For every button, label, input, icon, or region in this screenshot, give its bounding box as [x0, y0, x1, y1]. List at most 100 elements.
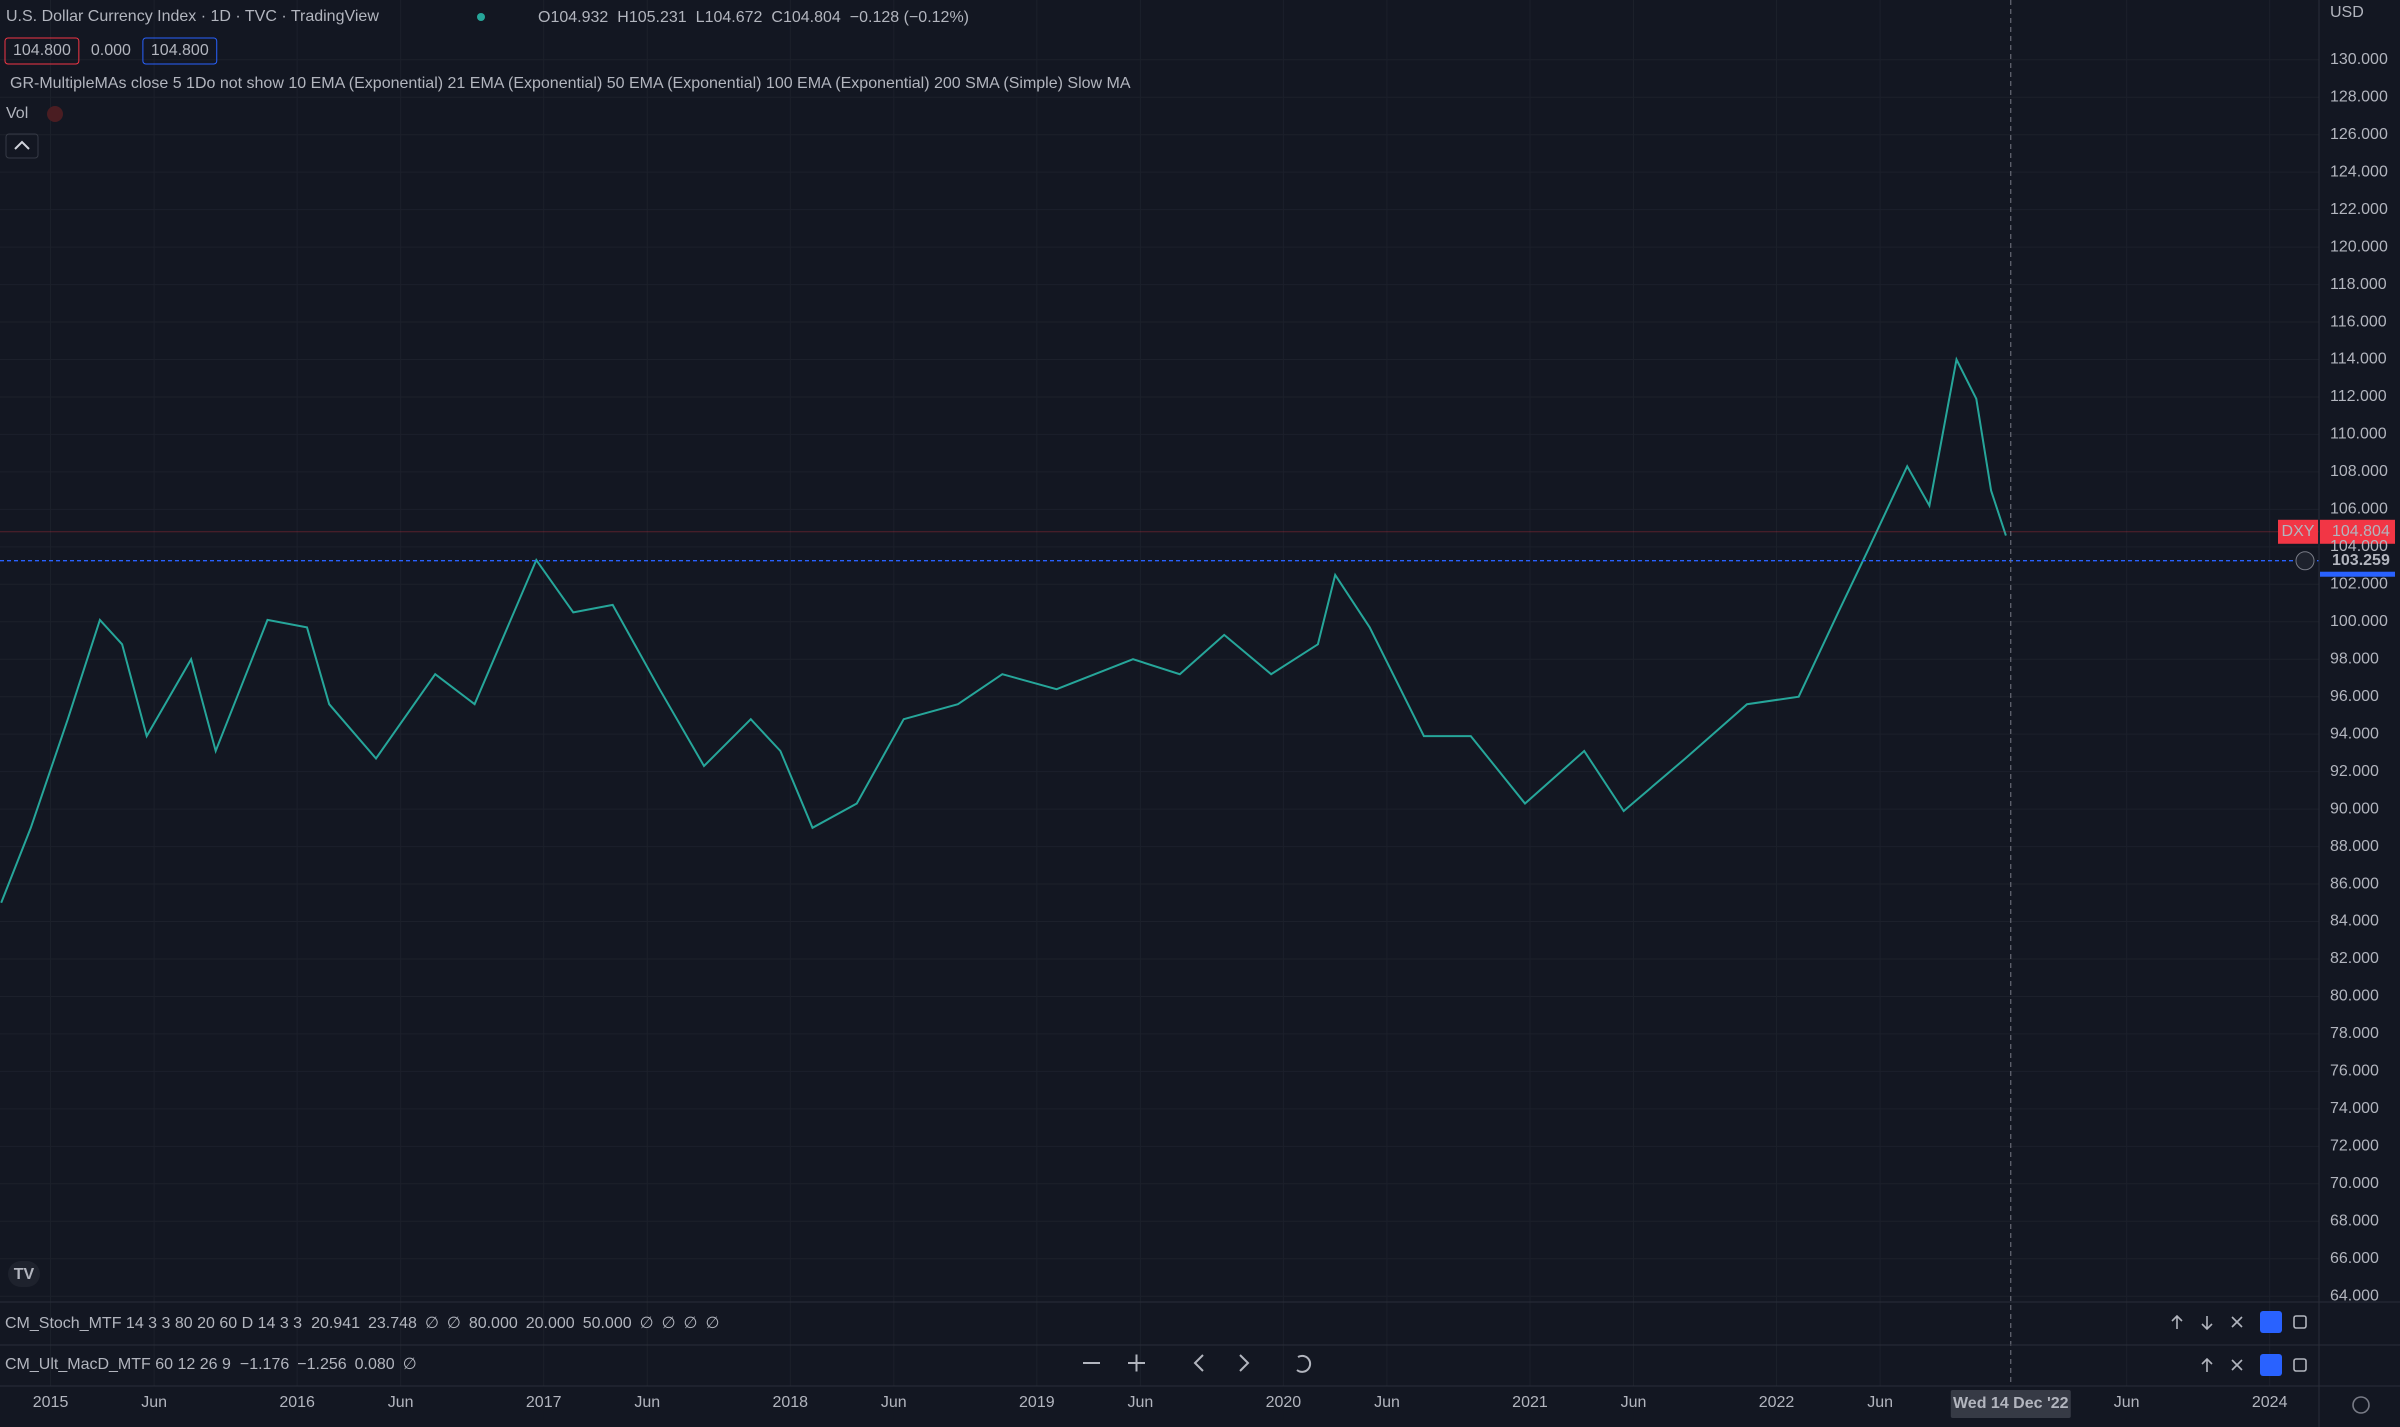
collapse-icon [14, 140, 30, 150]
y-tick-label: 78.000 [2330, 1025, 2379, 1042]
volume-warning[interactable] [47, 106, 63, 122]
move-down[interactable] [2201, 1316, 2213, 1331]
horizontal-line-label: 103.259 [2332, 552, 2390, 569]
y-tick-label: 98.000 [2330, 650, 2379, 667]
scroll-right[interactable] [1239, 1354, 1250, 1372]
logo[interactable] [8, 1261, 40, 1287]
x-tick-label: Jun [881, 1394, 907, 1411]
ohlc-value: −0.128 (−0.12%) [850, 9, 969, 26]
pane-value: −1.256 [297, 1356, 346, 1373]
nav-buttons [1083, 1354, 1312, 1373]
pane-controls [2171, 1311, 2307, 1376]
move-up[interactable] [2171, 1314, 2183, 1329]
y-tick-label: 88.000 [2330, 838, 2379, 855]
pane-label: CM_Ult_MacD_MTF 60 12 26 9 [5, 1356, 231, 1373]
y-tick-label: 64.000 [2330, 1287, 2379, 1304]
pane-value: ∅ [705, 1315, 719, 1332]
pane-label: CM_Stoch_MTF 14 3 3 80 20 60 D 14 3 3 [5, 1315, 302, 1332]
x-tick-label: Jun [1127, 1394, 1153, 1411]
horizontal-line-marker [2320, 571, 2395, 577]
pane-value: ∅ [447, 1315, 461, 1332]
move-up[interactable] [2201, 1357, 2213, 1372]
y-tick-label: 104.000 [2330, 538, 2388, 555]
grid [0, 0, 2319, 1386]
x-tick-label: 2019 [1019, 1394, 1055, 1411]
pane-value: 20.000 [526, 1315, 575, 1332]
pane-value: 20.941 [311, 1315, 360, 1332]
collapse-button[interactable] [5, 133, 39, 159]
x-tick-label: Jun [1621, 1394, 1647, 1411]
badge-text: 0.000 [91, 42, 131, 59]
y-tick-label: 94.000 [2330, 725, 2379, 742]
price-line [0, 356, 2007, 904]
close-pane[interactable] [2231, 1359, 2243, 1371]
currency-label[interactable]: USD [2330, 4, 2364, 21]
symbol-label: DXY [2282, 523, 2315, 540]
reset[interactable] [1296, 1354, 1312, 1373]
fullscreen-pane[interactable] [2293, 1358, 2307, 1372]
maximize-pane[interactable] [2260, 1311, 2282, 1333]
y-tick-label: 102.000 [2330, 576, 2388, 593]
scroll-left[interactable] [1193, 1354, 1204, 1372]
x-tick-label: 2015 [33, 1394, 69, 1411]
ohlc-value: L104.672 [696, 9, 763, 26]
y-tick-label: 106.000 [2330, 501, 2388, 518]
crosshair-label: Wed 14 Dec '22 [1953, 1395, 2069, 1412]
badge-border [142, 37, 218, 65]
pane-value: 0.080 [355, 1356, 395, 1373]
y-tick-label: 114.000 [2330, 351, 2387, 368]
y-tick-label: 130.000 [2330, 51, 2388, 68]
volume-label: Vol [6, 105, 28, 122]
badge-text: 104.800 [151, 42, 209, 59]
x-tick-label: Jun [634, 1394, 660, 1411]
y-tick-label: 116.000 [2330, 313, 2387, 330]
close-pane[interactable] [2231, 1316, 2243, 1328]
status-dot [477, 13, 485, 21]
x-tick-label: Jun [1374, 1394, 1400, 1411]
last-price-label: 104.804 [2332, 523, 2390, 540]
pane-value: ∅ [662, 1315, 676, 1332]
last-price-bg [2320, 519, 2395, 544]
y-tick-label: 124.000 [2330, 163, 2388, 180]
add-alert[interactable] [2295, 551, 2315, 571]
pane-value: ∅ [403, 1356, 417, 1373]
y-tick-label: 68.000 [2330, 1212, 2379, 1229]
y-tick-label: 126.000 [2330, 126, 2388, 143]
chart-title: U.S. Dollar Currency Index · 1D · TVC · … [6, 8, 379, 25]
crosshair-label-bg [1950, 1390, 2071, 1418]
y-tick-label: 96.000 [2330, 688, 2379, 705]
x-tick-label: 2024 [2252, 1394, 2288, 1411]
x-tick-label: 2018 [772, 1394, 808, 1411]
pane-value: ∅ [684, 1315, 698, 1332]
y-tick-label: 110.000 [2330, 426, 2387, 443]
maximize-pane[interactable] [2260, 1354, 2282, 1376]
y-tick-label: 128.000 [2330, 88, 2388, 105]
y-tick-label: 82.000 [2330, 950, 2379, 967]
y-tick-label: 90.000 [2330, 800, 2379, 817]
x-tick-label: Jun [1867, 1394, 1893, 1411]
y-tick-label: 66.000 [2330, 1250, 2379, 1267]
y-tick-label: 84.000 [2330, 913, 2379, 930]
pane-value: 50.000 [583, 1315, 632, 1332]
y-tick-label: 112.000 [2330, 388, 2387, 405]
ohlc-value: H105.231 [617, 9, 686, 26]
y-tick-label: 120.000 [2330, 238, 2388, 255]
indicator-label: GR-MultipleMAs close 5 1Do not show 10 E… [10, 75, 1131, 92]
x-tick-label: 2021 [1512, 1394, 1548, 1411]
y-tick-label: 100.000 [2330, 613, 2388, 630]
y-tick-label: 80.000 [2330, 988, 2379, 1005]
x-tick-label: Jun [2114, 1394, 2140, 1411]
pane-value: −1.176 [240, 1356, 289, 1373]
x-tick-label: 2017 [526, 1394, 562, 1411]
zoom-in[interactable] [1128, 1354, 1145, 1372]
horizontal-line-label-bg [2320, 548, 2395, 573]
y-tick-label: 108.000 [2330, 463, 2388, 480]
pane-value: ∅ [640, 1315, 654, 1332]
settings[interactable] [2352, 1396, 2370, 1414]
fullscreen-pane[interactable] [2293, 1315, 2307, 1329]
y-tick-label: 72.000 [2330, 1138, 2379, 1155]
symbol-bg [2278, 519, 2318, 544]
